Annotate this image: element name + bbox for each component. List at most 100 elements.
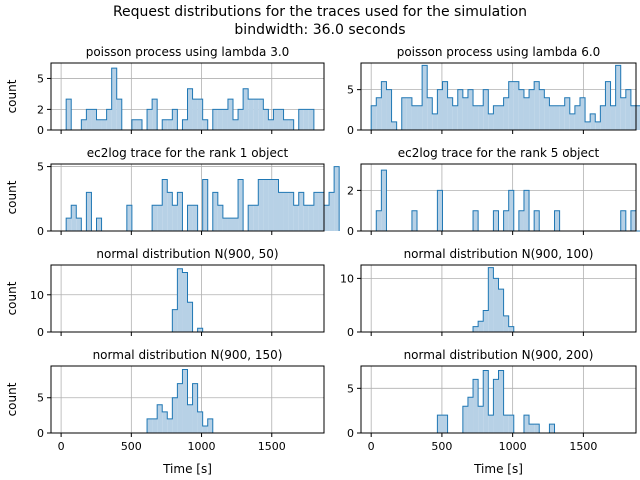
histogram-bar	[518, 89, 524, 130]
histogram-bar	[248, 205, 254, 231]
histogram-bar	[534, 424, 540, 433]
histogram-panel-4: 0 2 ec2log trace for the rank 5 object	[347, 146, 640, 238]
histogram-outline	[146, 369, 214, 433]
histogram-bar	[76, 218, 82, 231]
histogram-panel-5: 0 10 normal distribution N(900, 50) count	[5, 247, 325, 339]
histogram-bar	[152, 418, 158, 433]
histogram-bar	[177, 268, 183, 332]
histogram-bar	[498, 370, 504, 433]
histogram-bar	[288, 119, 294, 130]
histogram-bar	[422, 65, 428, 130]
axes-frame	[360, 365, 637, 434]
x-tick-label: 1500	[569, 440, 597, 453]
y-tick-label: 5	[37, 72, 44, 85]
histogram-bar	[187, 205, 193, 231]
histogram-bar	[324, 205, 330, 231]
subplot-title: normal distribution N(900, 100)	[404, 247, 594, 261]
histogram-bar	[187, 302, 193, 332]
histogram-bar	[590, 113, 596, 130]
histogram-bar	[227, 99, 233, 130]
histogram-bar	[467, 89, 474, 130]
histogram-bar	[167, 192, 173, 231]
histogram-bar	[636, 105, 640, 130]
histogram-bar	[406, 97, 412, 130]
histogram-bar	[595, 121, 601, 130]
histogram-bar	[513, 81, 519, 130]
histogram-bar	[283, 192, 289, 231]
histogram-panels: 0 2 5 poisson process using lambda 3.0 count…	[5, 45, 640, 476]
histogram-bar	[243, 88, 249, 130]
histogram-bar	[452, 105, 458, 130]
histogram-panel-3: 0 5 ec2log trace for the rank 1 object coun…	[5, 146, 340, 238]
x-tick-label: 1000	[188, 440, 216, 453]
histogram-bar	[147, 109, 153, 130]
histogram-bar	[131, 119, 137, 130]
histogram-bar	[437, 190, 443, 231]
histogram-bar	[268, 119, 274, 130]
histogram-bar	[381, 81, 387, 130]
histogram-bar	[401, 97, 407, 130]
histogram-bar	[106, 109, 112, 130]
histogram-bar	[488, 113, 494, 130]
histogram-bar	[615, 65, 621, 130]
histogram-bar	[202, 179, 208, 231]
subplot-title: ec2log trace for the rank 1 object	[87, 146, 289, 160]
histogram-bar	[152, 205, 158, 231]
histogram-bar	[96, 218, 102, 231]
histogram-bar	[278, 109, 284, 130]
histogram-bar	[544, 97, 550, 130]
histogram-bar	[197, 99, 203, 130]
histogram-bar	[116, 99, 122, 130]
axes-frame	[50, 264, 325, 333]
y-tick-label: 0	[37, 427, 44, 440]
y-tick-label: 0	[347, 225, 354, 238]
histogram-bar	[91, 109, 97, 130]
histogram-bar	[554, 105, 560, 130]
histogram-bar	[248, 99, 254, 130]
histogram-bar	[308, 109, 314, 130]
histogram-bar	[579, 97, 586, 130]
histogram-bar	[96, 119, 102, 130]
histogram-bar	[503, 415, 509, 433]
histogram-bar	[549, 105, 555, 130]
y-tick-label: 0	[347, 427, 354, 440]
subplot-title: normal distribution N(900, 50)	[96, 247, 278, 261]
histogram-bar	[503, 210, 509, 231]
histogram-bar	[162, 179, 168, 231]
histogram-bar	[569, 113, 575, 130]
histogram-bar	[539, 89, 545, 130]
histogram-bar	[523, 415, 530, 433]
y-tick-label: 0	[37, 124, 44, 137]
histogram-bar	[71, 205, 77, 231]
subplot-title: poisson process using lambda 3.0	[86, 45, 290, 59]
histogram-panel-6: 0 10 normal distribution N(900, 100)	[340, 247, 637, 339]
y-axis-label: count	[5, 79, 19, 113]
histogram-bar	[478, 105, 484, 130]
y-tick-label: 0	[37, 326, 44, 339]
histogram-bar	[503, 315, 509, 332]
y-tick-label: 2	[37, 103, 44, 116]
histogram-bar	[172, 309, 178, 332]
histogram-bar	[222, 109, 228, 130]
histogram-bar	[411, 210, 418, 231]
histogram-bar	[212, 192, 218, 231]
histogram-bar	[162, 119, 168, 130]
histogram-bar	[238, 179, 244, 231]
histogram-bar	[157, 205, 163, 231]
histogram-bar	[182, 272, 188, 332]
histogram-bar	[81, 119, 87, 130]
histogram-bar	[197, 411, 203, 433]
histogram-bar	[197, 328, 203, 332]
histogram-bar	[585, 121, 591, 130]
histogram-panel-2: 0 5 poisson process using lambda 6.0	[347, 45, 640, 137]
histogram-bar	[503, 97, 509, 130]
histogram-bar	[187, 88, 193, 130]
histogram-bar	[549, 424, 555, 433]
histogram-bar	[483, 89, 489, 130]
histogram-bar	[534, 210, 540, 231]
subplot-title: normal distribution N(900, 150)	[93, 348, 283, 362]
histogram-bar	[298, 192, 304, 231]
y-tick-label: 0	[347, 124, 354, 137]
x-tick-label: 500	[431, 440, 452, 453]
histogram-bar	[427, 97, 433, 130]
